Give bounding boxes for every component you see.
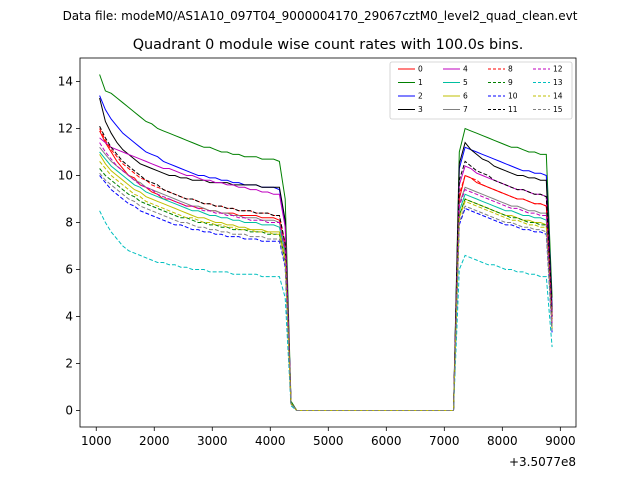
x-tick-label: 6000 [371,434,402,448]
x-tick-label: 2000 [139,434,170,448]
legend-label-4: 4 [463,65,468,74]
y-tick-label: 6 [65,263,73,277]
series-line-0 [99,130,553,411]
x-tick-label: 8000 [487,434,518,448]
legend-label-12: 12 [553,65,563,74]
x-tick-label: 5000 [313,434,344,448]
x-tick-label: 9000 [545,434,576,448]
y-tick-label: 2 [65,357,73,371]
series-line-9 [99,168,553,411]
x-tick-label: 7000 [429,434,460,448]
legend-label-9: 9 [508,78,513,87]
x-tick-label: 1000 [81,434,112,448]
legend-label-6: 6 [463,92,468,101]
y-tick-label: 10 [58,169,73,183]
legend-label-11: 11 [508,105,518,114]
legend-label-7: 7 [463,105,468,114]
legend-label-0: 0 [418,65,423,74]
series-line-7 [99,146,553,411]
legend-label-5: 5 [463,78,468,87]
series-layer [99,74,553,411]
x-offset-label: +3.5077e8 [509,455,576,469]
series-line-10 [99,175,553,411]
legend-label-8: 8 [508,65,513,74]
x-axis-ticks: 1000 2000 3000 4000 5000 6000 7000 8000 9000 [81,427,576,448]
legend-label-1: 1 [418,78,423,87]
legend-label-3: 3 [418,105,423,114]
chart-title: Quadrant 0 module wise count rates with … [133,37,524,53]
x-tick-label: 3000 [197,434,228,448]
y-tick-label: 12 [58,122,73,136]
series-line-14 [99,161,553,411]
y-tick-label: 8 [65,216,73,230]
series-line-2 [99,95,553,411]
legend-label-2: 2 [418,92,423,101]
y-tick-label: 14 [58,75,73,89]
legend-label-13: 13 [553,78,563,87]
series-line-15 [99,172,553,411]
series-line-3 [99,97,553,411]
y-tick-label: 4 [65,310,73,324]
series-line-6 [99,154,553,411]
y-tick-label: 0 [65,404,73,418]
series-line-8 [99,128,553,411]
chart-suptitle: Data file: modeM0/AS1A10_097T04_90000041… [63,9,578,23]
legend-label-14: 14 [553,92,563,101]
legend-frame [389,61,573,120]
legend-label-10: 10 [508,92,518,101]
plot-area: 1000 2000 3000 4000 5000 6000 7000 8000 9000 0 2 4… [58,57,577,448]
legend-label-15: 15 [553,105,563,114]
y-axis-ticks: 0 2 4 6 8 10 12 14 [58,75,80,418]
x-tick-label: 4000 [255,434,286,448]
series-line-12 [99,142,553,411]
series-line-1 [99,74,553,411]
series-line-4 [99,137,553,411]
series-line-13 [99,210,553,411]
